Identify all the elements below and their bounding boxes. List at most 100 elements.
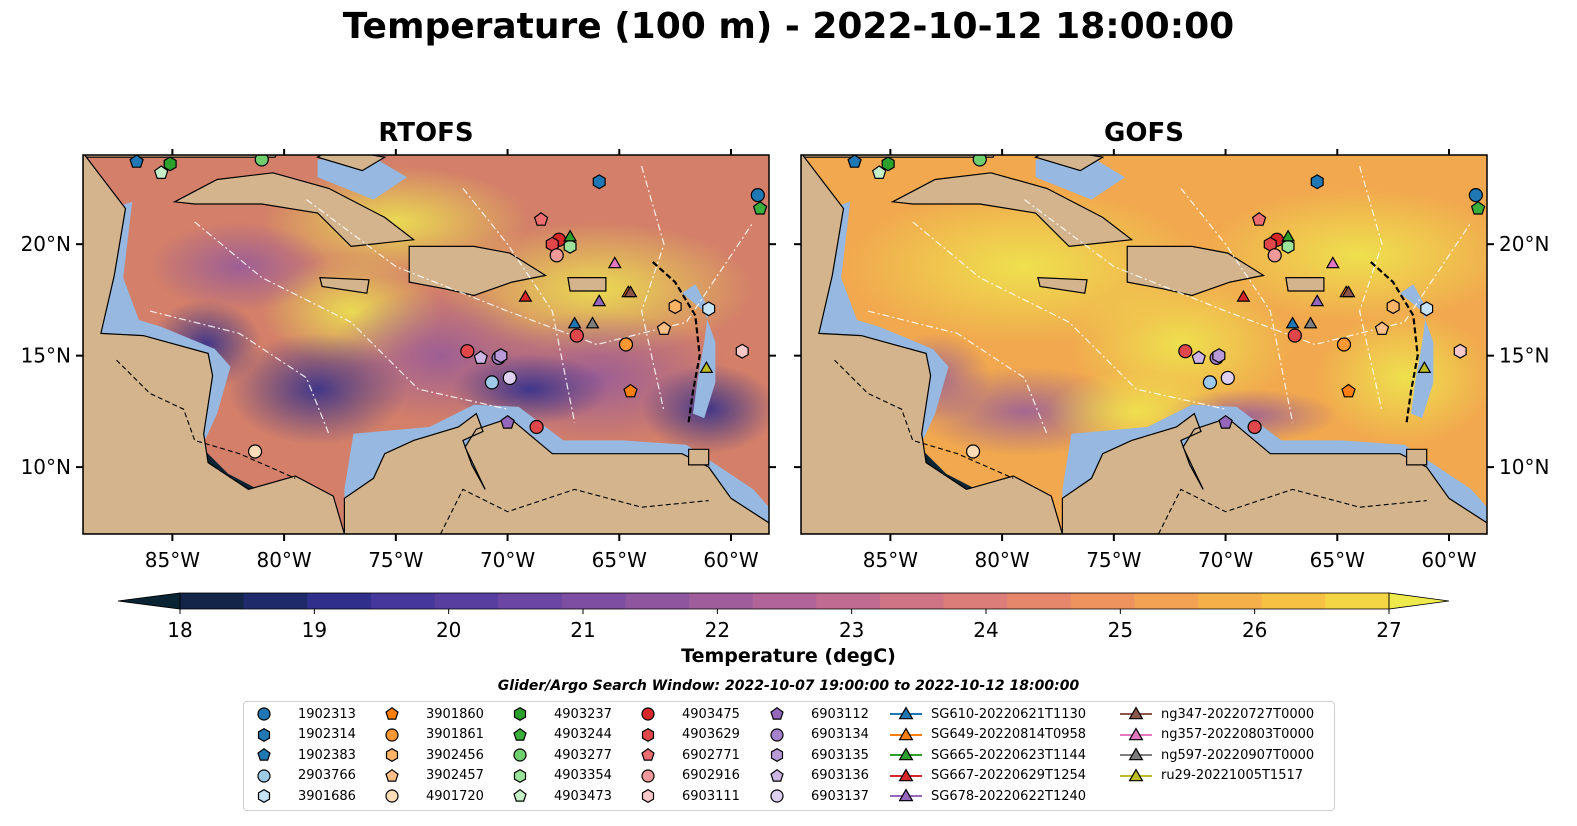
legend-marker-icon	[385, 789, 399, 803]
position-marker-1902383	[129, 155, 144, 168]
colorbar-segment	[1261, 593, 1326, 609]
legend-marker-icon	[385, 727, 399, 742]
legend-item: 6903136	[769, 766, 869, 786]
legend-label: ng597-20220907T0000	[1161, 747, 1315, 763]
legend-circle-icon	[385, 789, 399, 803]
position-marker-ng347-20220727T0000	[1341, 285, 1356, 298]
legend: 1902313 1902314 1902383 2903766 3901686 39018…	[243, 701, 1335, 811]
legend-label: 4903237	[554, 706, 612, 722]
legend-marker-icon	[385, 706, 399, 720]
legend-circle-icon	[770, 789, 784, 803]
position-marker-6902916	[549, 248, 564, 263]
legend-label: 1902313	[298, 706, 356, 722]
legend-triangle-icon	[1128, 767, 1144, 781]
legend-marker-icon	[890, 767, 922, 781]
lat-tick-label: 20°N	[21, 232, 71, 256]
position-marker-4903629b	[1247, 419, 1262, 435]
position-marker-6903139	[569, 328, 584, 343]
legend-marker-icon	[257, 727, 271, 742]
lon-tick-label: 80°W	[974, 548, 1029, 572]
legend-label: 6902771	[682, 747, 740, 763]
position-marker-3901686	[1420, 301, 1434, 317]
legend-label: 3901686	[298, 788, 356, 804]
legend-marker-icon	[890, 788, 922, 802]
legend-circle-icon	[641, 707, 655, 721]
legend-item: 3902456	[384, 745, 484, 765]
colorbar-segment	[370, 593, 436, 609]
legend-triangle-icon	[898, 706, 914, 720]
position-marker-1902383	[847, 155, 862, 168]
lon-tick-label: 85°W	[145, 548, 200, 572]
legend-item: SG678-20220622T1240	[889, 786, 1086, 806]
legend-label: ru29-20221005T1517	[1161, 768, 1304, 783]
legend-marker-icon	[1120, 747, 1152, 761]
search-window-caption: Glider/Argo Search Window: 2022-10-07 19…	[497, 678, 1080, 694]
position-marker-1902313	[750, 188, 765, 203]
position-marker-6903136	[473, 350, 488, 364]
position-marker-SG665-20220623T1144	[563, 229, 578, 242]
colorbar-segment	[1070, 593, 1135, 609]
legend-marker-icon	[257, 768, 271, 783]
position-marker-4903277	[254, 155, 269, 167]
position-marker-4903354	[563, 238, 577, 254]
legend-item: 4903277	[512, 745, 612, 765]
position-marker-3902456	[668, 299, 682, 315]
colorbar-min-extend	[117, 592, 181, 610]
position-marker-3901861	[1336, 337, 1352, 352]
legend-item: SG665-20220623T1144	[889, 745, 1086, 765]
legend-marker-icon	[257, 747, 271, 761]
position-marker-6903139	[1287, 328, 1302, 343]
legend-item: 4903244	[512, 725, 612, 745]
legend-label: 4901720	[426, 788, 484, 804]
legend-item: 1902313	[256, 704, 356, 724]
legend-marker-icon	[513, 727, 527, 741]
legend-marker-icon	[641, 768, 655, 783]
position-marker-6903112	[1218, 414, 1233, 429]
position-marker-6902771	[1251, 212, 1267, 226]
legend-marker-icon	[513, 788, 527, 802]
position-marker-6903111	[735, 343, 749, 359]
legend-marker-icon	[770, 768, 784, 782]
position-marker-3901860	[623, 383, 638, 398]
legend-pentagon-icon	[385, 706, 399, 720]
position-marker-3901686	[702, 301, 716, 317]
legend-label: 3902457	[426, 768, 484, 783]
legend-pentagon-icon	[641, 747, 655, 761]
position-marker-3902457	[656, 321, 672, 335]
legend-item: SG649-20220814T0958	[889, 725, 1086, 745]
lon-tick-label: 75°W	[368, 548, 423, 572]
colorbar-segment	[180, 593, 245, 609]
legend-item: ng357-20220803T0000	[1119, 725, 1314, 745]
colorbar-segment	[879, 593, 945, 609]
legend-triangle-icon	[898, 747, 914, 761]
legend-item: SG667-20220629T1254	[889, 766, 1086, 786]
legend-item: 3901861	[384, 725, 484, 745]
legend-marker-icon	[385, 748, 399, 762]
position-marker-4903237	[163, 156, 177, 172]
legend-marker-icon	[1120, 706, 1152, 720]
position-marker-6903112	[500, 414, 515, 429]
position-marker-3902456	[1386, 299, 1400, 315]
rtofs-map	[83, 155, 769, 534]
legend-label: 1902314	[298, 727, 356, 742]
legend-item: 4903473	[512, 786, 612, 806]
colorbar-tick-label: 21	[570, 618, 595, 642]
legend-item: ng597-20220907T0000	[1119, 745, 1314, 765]
position-marker-6902916	[1267, 248, 1282, 263]
colorbar-segment	[1007, 593, 1072, 609]
legend-label: 6903136	[811, 768, 869, 783]
colorbar-label: Temperature (degC)	[681, 645, 896, 667]
legend-label: 6903111	[682, 788, 740, 804]
position-marker-4903629b	[529, 419, 544, 435]
legend-triangle-icon	[898, 726, 914, 740]
legend-marker-icon	[385, 768, 399, 782]
position-marker-2903766	[484, 375, 500, 390]
legend-marker-icon	[513, 748, 527, 762]
figure-title: Temperature (100 m) - 2022-10-12 18:00:0…	[342, 6, 1235, 47]
position-marker-4903244	[752, 200, 768, 215]
position-marker-3902457	[1374, 321, 1390, 335]
position-marker-6903136	[1191, 350, 1206, 364]
legend-marker-icon	[890, 726, 922, 740]
lon-tick-label: 70°W	[1198, 548, 1253, 572]
